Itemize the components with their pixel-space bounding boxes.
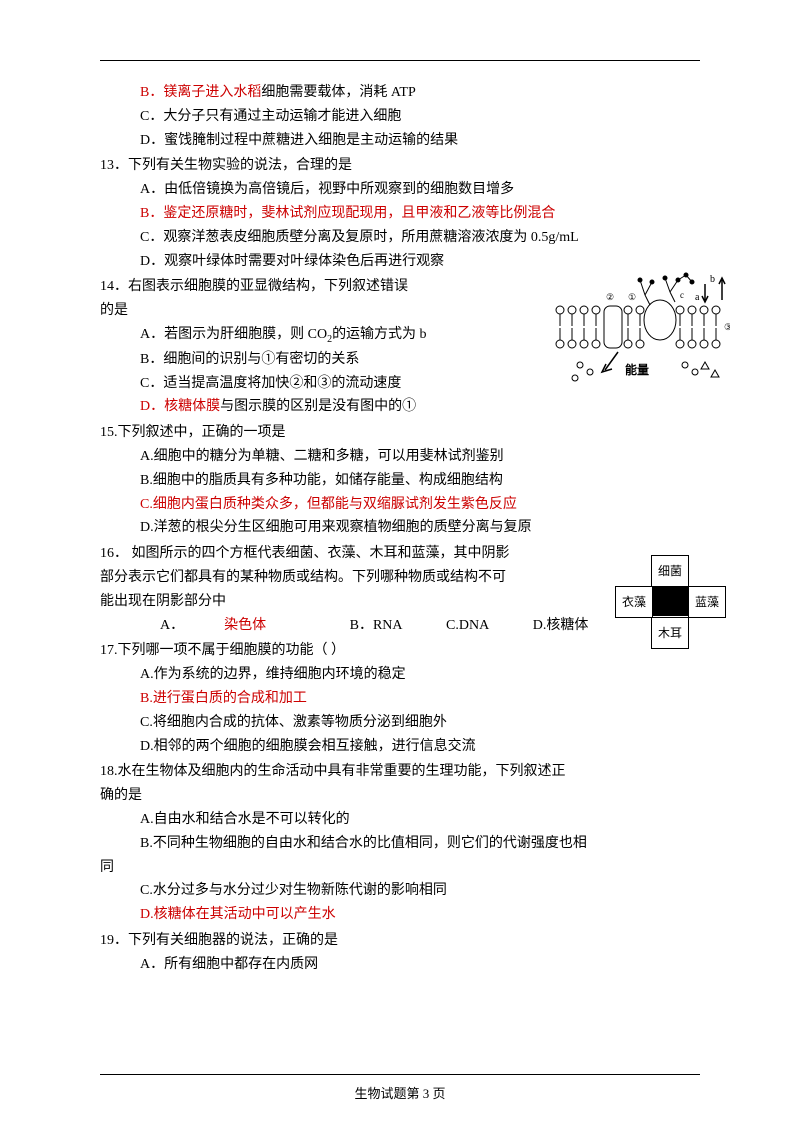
q12-b-rest: 细胞需要载体，消耗 ATP (261, 85, 415, 100)
q14-option-d: D．核糖体膜与图示膜的区别是没有图中的① (140, 395, 700, 419)
q12-b-highlight: B．镁离子进入水稻 (140, 85, 261, 100)
q18-option-c: C.水分过多与水分过少对生物新陈代谢的影响相同 (140, 879, 700, 903)
q14-figure-membrane: b a c ① ② ③ 能量 (550, 270, 730, 390)
svg-text:①: ① (628, 292, 636, 302)
fig16-left: 衣藻 (615, 586, 653, 618)
q18-stem-line2: 确的是 (100, 784, 700, 808)
bottom-rule (100, 1074, 700, 1075)
q17-option-c: C.将细胞内合成的抗体、激素等物质分泌到细胞外 (140, 711, 700, 735)
q16-a-pre: A． (160, 614, 184, 638)
q14-a-post: 的运输方式为 b (332, 327, 427, 342)
q16-option-c: C.DNA (446, 614, 489, 638)
q14-a-pre: A．若图示为肝细胞膜，则 CO (140, 327, 327, 342)
q18-option-a: A.自由水和结合水是不可以转化的 (140, 808, 700, 832)
top-rule (100, 60, 700, 61)
svg-text:a: a (695, 292, 700, 303)
q12-option-d: D．蜜饯腌制过程中蔗糖进入细胞是主动运输的结果 (140, 129, 700, 153)
q18-option-b-line1: B.不同种生物细胞的自由水和结合水的比值相同，则它们的代谢强度也相 (140, 832, 700, 856)
exam-page: B．镁离子进入水稻细胞需要载体，消耗 ATP C．大分子只有通过主动运输才能进入… (0, 0, 800, 1130)
page-footer: 生物试题第 3 页 (0, 1083, 800, 1105)
q14-figure-energy-label: 能量 (625, 360, 649, 380)
q15-option-d: D.洋葱的根尖分生区细胞可用来观察植物细胞的质壁分离与复原 (140, 516, 700, 540)
fig16-top: 细菌 (651, 555, 689, 587)
q16-figure-venn: 细菌 衣藻 蓝藻 木耳 (615, 555, 725, 665)
q17-option-b: B.进行蛋白质的合成和加工 (140, 687, 700, 711)
svg-text:③: ③ (724, 322, 730, 332)
q16-option-b: B．RNA (350, 614, 403, 638)
q19-stem: 19．下列有关细胞器的说法，正确的是 (100, 929, 700, 953)
q17-option-d: D.相邻的两个细胞的细胞膜会相互接触，进行信息交流 (140, 735, 700, 759)
q18-option-b-line2: 同 (100, 856, 700, 880)
q13-option-c: C．观察洋葱表皮细胞质壁分离及复原时，所用蔗糖溶液浓度为 0.5g/mL (140, 226, 700, 250)
q16-stem-line3: 能出现在阴影部分中 (100, 590, 700, 614)
fig16-bottom: 木耳 (651, 617, 689, 649)
q12-option-b: B．镁离子进入水稻细胞需要载体，消耗 ATP (140, 81, 700, 105)
q13-stem: 13．下列有关生物实验的说法，合理的是 (100, 154, 700, 178)
q13-option-b: B．鉴定还原糖时，斐林试剂应现配现用，且甲液和乙液等比例混合 (140, 202, 700, 226)
q15-option-c: C.细胞内蛋白质种类众多，但都能与双缩脲试剂发生紫色反应 (140, 493, 700, 517)
q12-option-c: C．大分子只有通过主动运输才能进入细胞 (140, 105, 700, 129)
q13-option-a: A．由低倍镜换为高倍镜后，视野中所观察到的细胞数目增多 (140, 178, 700, 202)
q16-stem-line2: 部分表示它们都具有的某种物质或结构。下列哪种物质或结构不可 (100, 566, 700, 590)
q17-option-a: A.作为系统的边界，维持细胞内环境的稳定 (140, 663, 700, 687)
q16-option-d: D.核糖体 (533, 614, 589, 638)
q15-stem: 15.下列叙述中，正确的一项是 (100, 421, 700, 445)
q16-a-hl: 染色体 (224, 614, 266, 638)
q16-stem-line1: 16． 如图所示的四个方框代表细菌、衣藻、木耳和蓝藻，其中阴影 (100, 542, 700, 566)
fig16-right: 蓝藻 (688, 586, 726, 618)
q18-stem-line1: 18.水在生物体及细胞内的生命活动中具有非常重要的生理功能，下列叙述正 (100, 760, 700, 784)
q15-option-a: A.细胞中的糖分为单糖、二糖和多糖，可以用斐林试剂鉴别 (140, 445, 700, 469)
svg-text:②: ② (606, 292, 614, 302)
q16-option-a: A． 染色体 (160, 614, 306, 638)
q19-option-a: A．所有细胞中都存在内质网 (140, 953, 700, 977)
q18-option-d: D.核糖体在其活动中可以产生水 (140, 903, 700, 927)
svg-text:c: c (680, 290, 684, 300)
svg-text:b: b (710, 274, 715, 285)
q17-stem: 17.下列哪一项不属于细胞膜的功能（ ） (100, 639, 700, 663)
fig16-center (652, 586, 688, 616)
q15-option-b: B.细胞中的脂质具有多种功能，如储存能量、构成细胞结构 (140, 469, 700, 493)
q14-d-highlight: D．核糖体膜 (140, 399, 220, 414)
q14-d-rest: 与图示膜的区别是没有图中的① (220, 399, 416, 414)
